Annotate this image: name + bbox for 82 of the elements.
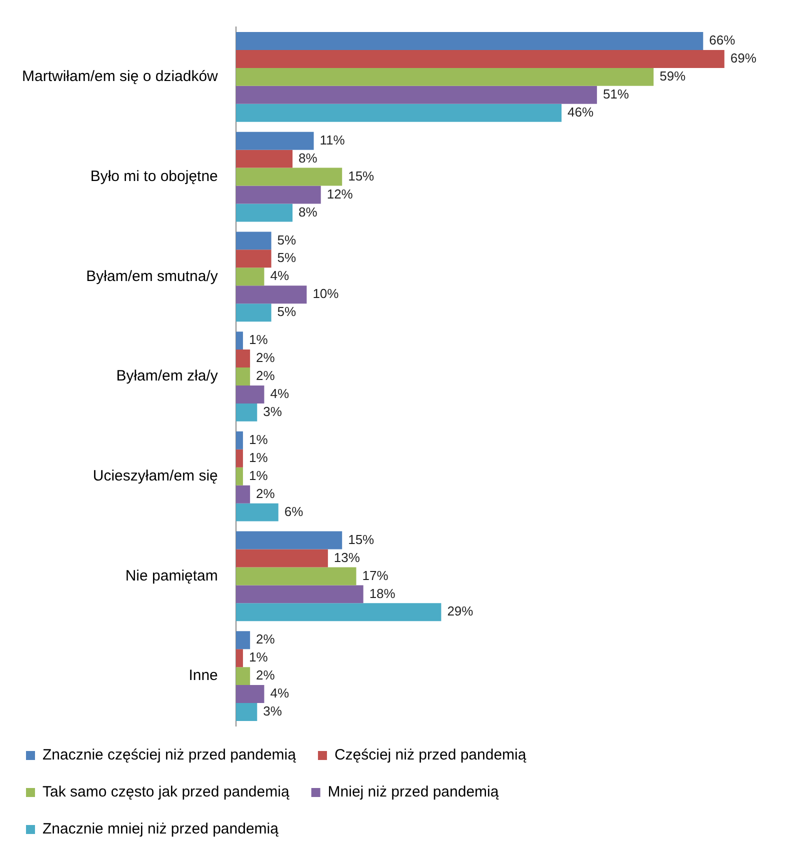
data-label: 5%	[277, 250, 297, 266]
bar	[236, 286, 307, 304]
data-label: 5%	[277, 232, 297, 248]
data-label: 4%	[270, 686, 290, 701]
bar	[236, 268, 264, 286]
bar	[236, 631, 250, 650]
bar	[236, 168, 342, 186]
bar	[236, 104, 562, 122]
bar	[236, 132, 314, 150]
data-label: 46%	[568, 104, 594, 120]
bar	[236, 449, 243, 468]
legend-label: Tak samo często jak przed pandemią	[42, 784, 290, 801]
data-label: 18%	[369, 586, 396, 601]
bar	[236, 549, 328, 568]
data-label: 66%	[709, 32, 736, 48]
legend-label: Częściej niż przed pandemią	[334, 746, 527, 764]
bar	[236, 703, 258, 722]
bar	[236, 350, 250, 368]
data-label: 10%	[312, 286, 340, 302]
bar	[236, 250, 272, 268]
data-label: 6%	[284, 504, 304, 519]
data-label: 15%	[348, 532, 375, 547]
bar	[236, 649, 243, 668]
bar	[236, 685, 264, 704]
bar	[236, 368, 250, 386]
y-tick-label: Nie pamiętam	[125, 567, 218, 584]
bar	[236, 403, 258, 422]
bar	[236, 186, 321, 204]
data-label: 3%	[263, 704, 282, 719]
bar	[236, 204, 293, 222]
data-label: 1%	[248, 650, 268, 665]
bar	[236, 603, 442, 622]
data-label: 8%	[298, 150, 318, 166]
data-label: 1%	[248, 432, 268, 447]
y-tick-label: Ucieszyłam/em się	[92, 468, 218, 484]
y-tick-label: Byłam/em zła/y	[116, 368, 218, 385]
data-label: 8%	[298, 204, 318, 220]
bar	[236, 150, 293, 168]
bar	[236, 304, 272, 322]
y-tick-label: Martwiłam/em się o dziadków	[22, 68, 218, 86]
y-tick-label: Byłam/em smutna/y	[86, 268, 218, 285]
data-label: 13%	[334, 550, 360, 565]
data-label: 1%	[248, 450, 268, 465]
data-label: 29%	[447, 604, 474, 619]
bar	[236, 531, 342, 550]
bar	[236, 232, 272, 250]
y-tick-label: Było mi to obojętne	[90, 168, 218, 185]
bar	[236, 332, 243, 350]
data-label: 4%	[270, 268, 290, 284]
data-label: 69%	[730, 50, 757, 66]
bar	[236, 485, 250, 504]
bar	[236, 32, 704, 50]
bar	[236, 567, 356, 586]
data-label: 2%	[256, 350, 276, 366]
data-label: 2%	[256, 632, 276, 647]
bar	[236, 86, 597, 104]
data-label: 15%	[348, 168, 375, 184]
bar	[236, 385, 264, 404]
legend-label: Mniej niż przed pandemią	[328, 784, 500, 801]
bar	[236, 50, 724, 68]
data-label: 1%	[248, 332, 268, 348]
data-label: 1%	[248, 468, 268, 483]
bar	[236, 503, 278, 522]
bar	[236, 667, 250, 686]
data-label: 59%	[660, 68, 686, 84]
bar	[236, 68, 654, 86]
data-label: 51%	[602, 86, 630, 102]
data-label: 2%	[256, 368, 276, 384]
data-label: 11%	[320, 132, 346, 148]
bar	[236, 467, 243, 486]
data-label: 2%	[256, 668, 276, 683]
legend-label: Znacznie mniej niż przed pandemią	[42, 820, 280, 838]
data-label: 5%	[277, 304, 297, 320]
legend-label: Znacznie częściej niż przed pandemią	[42, 746, 297, 764]
data-label: 4%	[270, 386, 290, 402]
bar	[236, 431, 243, 450]
data-label: 17%	[362, 568, 389, 583]
y-tick-label: Inne	[188, 667, 218, 684]
data-label: 2%	[256, 486, 276, 501]
data-label: 3%	[263, 404, 282, 420]
bar	[236, 585, 364, 604]
data-label: 12%	[326, 186, 354, 202]
